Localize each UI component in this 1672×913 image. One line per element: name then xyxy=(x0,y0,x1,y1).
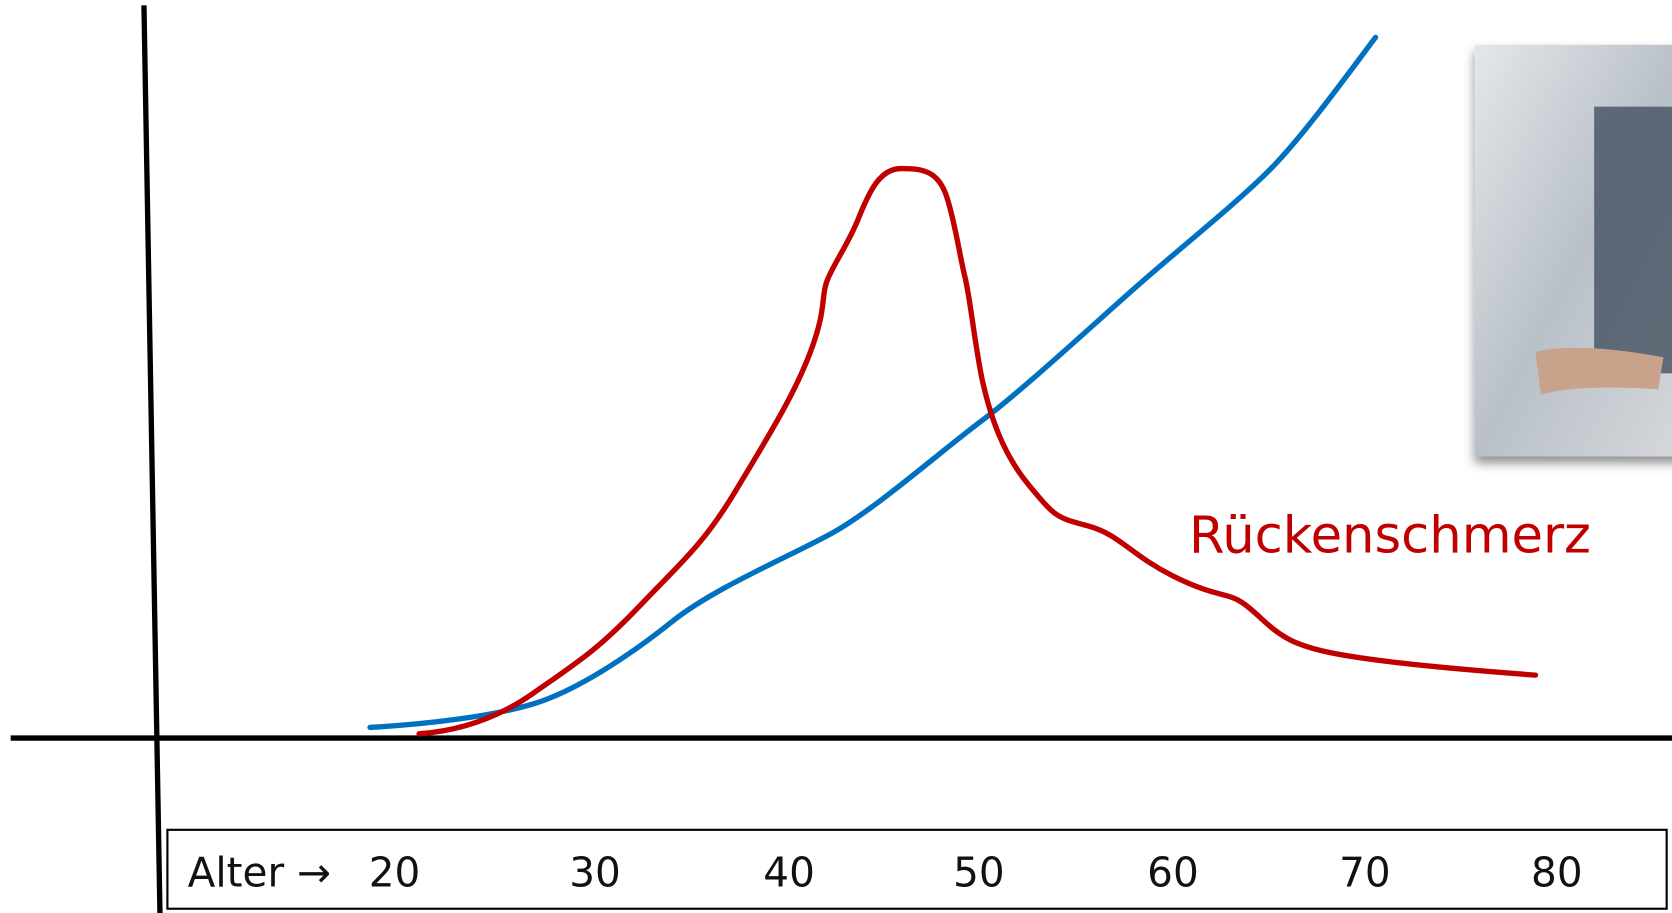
x-tick-label: 50 xyxy=(953,848,1005,896)
annotation: Rückenschmerz xyxy=(1189,505,1591,565)
x-tick-label: 60 xyxy=(1147,848,1199,896)
x-tick-label: 80 xyxy=(1531,848,1583,896)
x-tick-label: 20 xyxy=(369,848,421,896)
x-tick-label: 30 xyxy=(569,848,621,896)
blue-curve xyxy=(370,37,1376,727)
slide: Rückenschmerz Alter → 20 30 40 50 60 70 80 xyxy=(0,0,1672,913)
x-axis-label: Alter → xyxy=(188,848,331,896)
x-tick-label: 40 xyxy=(763,848,815,896)
x-ticks: 20 30 40 50 60 70 80 xyxy=(369,848,1583,896)
photo xyxy=(1475,45,1672,457)
page: {"x_axis": {"label": "Alter →", "ticks":… xyxy=(0,0,1672,913)
red-curve xyxy=(419,169,1535,734)
x-tick-label: 70 xyxy=(1339,848,1391,896)
y-axis xyxy=(144,5,160,913)
